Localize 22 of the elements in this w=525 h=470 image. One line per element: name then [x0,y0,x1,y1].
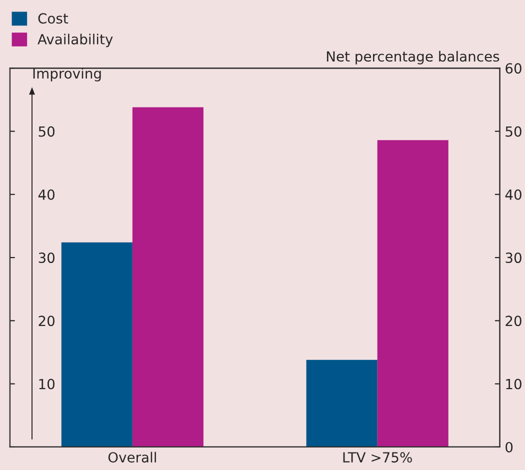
y2-tick-label: 40 [505,189,522,200]
y2-tick-label: 0 [506,442,513,452]
y-tick-label: 40 [38,189,55,200]
legend-label: Availability [38,34,113,48]
annotation: Improving [33,68,101,82]
y-tick-label: 30 [38,252,55,264]
y-tick-label: 50 [38,126,55,137]
bar [306,360,378,447]
bar [377,140,448,447]
bar [132,107,204,447]
y2-tick-label: 50 [506,126,522,137]
legend-label: Cost [38,13,68,24]
y2-tick-label: 10 [506,378,522,390]
x-tick-label: LTV >75% [343,452,412,463]
y2-tick-label: 30 [506,252,522,264]
y-tick-label: 20 [38,316,55,326]
y2-axis-title: Net percentage balances [326,50,500,64]
y-tick-label: 10 [39,378,55,390]
y2-tick-label: 60 [506,63,522,74]
y2-tick-label: 20 [506,316,522,326]
bar [61,242,132,447]
x-tick-label: Overall [108,452,156,463]
